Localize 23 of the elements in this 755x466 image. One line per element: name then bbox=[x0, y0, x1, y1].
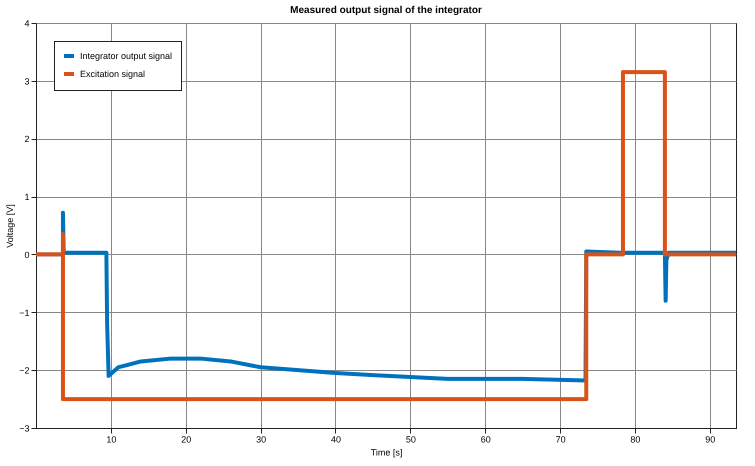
x-tick-label: 30 bbox=[256, 434, 266, 444]
x-axis-title: Time [s] bbox=[370, 448, 402, 458]
y-tick-label: 2 bbox=[24, 134, 30, 144]
y-tick-label: 1 bbox=[24, 192, 30, 202]
y-axis-title: Voltage [V] bbox=[5, 204, 16, 248]
legend-label: Excitation signal bbox=[80, 69, 146, 79]
y-tick-label: 0 bbox=[24, 250, 30, 260]
x-tick-label: 50 bbox=[406, 434, 416, 444]
x-tick-label: 10 bbox=[106, 434, 116, 444]
chart-title: Measured output signal of the integrator bbox=[290, 5, 482, 16]
line-series bbox=[36, 70, 736, 402]
x-tick-label: 70 bbox=[556, 434, 566, 444]
y-tick-label: −2 bbox=[19, 366, 30, 376]
y-tick-label: −1 bbox=[19, 308, 30, 318]
y-tick-label: −3 bbox=[19, 424, 30, 434]
x-tick-label: 40 bbox=[330, 434, 341, 444]
x-tick-label: 60 bbox=[480, 434, 491, 444]
y-tick-label: 3 bbox=[24, 76, 30, 86]
x-tick-label: 20 bbox=[181, 434, 192, 444]
x-tick-label: 90 bbox=[705, 434, 716, 444]
legend-label: Integrator output signal bbox=[80, 51, 172, 61]
y-tick-label: 4 bbox=[24, 18, 30, 28]
x-tick-label: 80 bbox=[630, 434, 640, 444]
